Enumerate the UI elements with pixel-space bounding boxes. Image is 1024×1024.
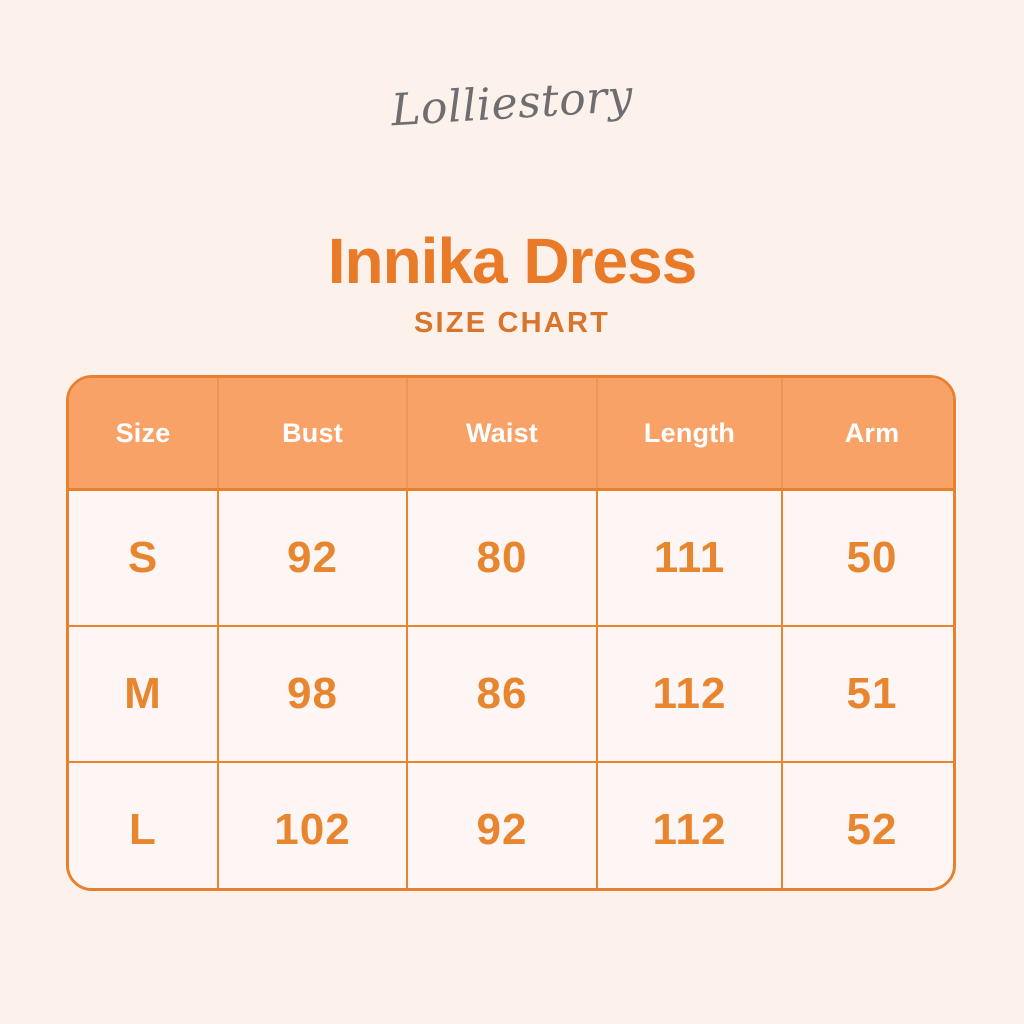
column-header-size: Size (69, 378, 219, 491)
page-subtitle: SIZE CHART (414, 307, 610, 340)
cell-waist: 86 (407, 626, 598, 763)
cell-length: 111 (597, 489, 783, 627)
table-header-row: Size Bust Waist Length Arm (69, 378, 953, 491)
cell-size: S (69, 489, 219, 627)
cell-length: 112 (597, 762, 783, 888)
cell-arm: 50 (782, 489, 953, 627)
table-row: L 102 92 112 52 (69, 762, 953, 888)
cell-arm: 52 (782, 762, 953, 888)
column-header-length: Length (597, 378, 783, 491)
table-body: S 92 80 111 50 M 98 86 112 51 L 102 92 1… (69, 489, 953, 888)
cell-bust: 98 (218, 626, 408, 763)
brand-wordmark: Lolliestory (389, 70, 635, 137)
cell-size: M (69, 626, 219, 763)
column-header-bust: Bust (218, 378, 408, 491)
cell-waist: 80 (407, 489, 598, 627)
size-chart-table-container: Size Bust Waist Length Arm S 92 80 111 5… (66, 375, 956, 891)
cell-length: 112 (597, 626, 783, 763)
size-chart-table: Size Bust Waist Length Arm S 92 80 111 5… (69, 378, 953, 888)
cell-size: L (69, 762, 219, 888)
title-block: Innika Dress SIZE CHART (0, 225, 1024, 340)
cell-arm: 51 (782, 626, 953, 763)
table-header: Size Bust Waist Length Arm (69, 378, 953, 491)
column-header-waist: Waist (407, 378, 598, 491)
cell-bust: 92 (218, 489, 408, 627)
cell-bust: 102 (218, 762, 408, 888)
brand-logo: Lolliestory (0, 71, 1024, 137)
table-row: S 92 80 111 50 (69, 489, 953, 627)
table-row: M 98 86 112 51 (69, 626, 953, 763)
page-title: Innika Dress (327, 225, 698, 297)
column-header-arm: Arm (782, 378, 953, 491)
cell-waist: 92 (407, 762, 598, 888)
